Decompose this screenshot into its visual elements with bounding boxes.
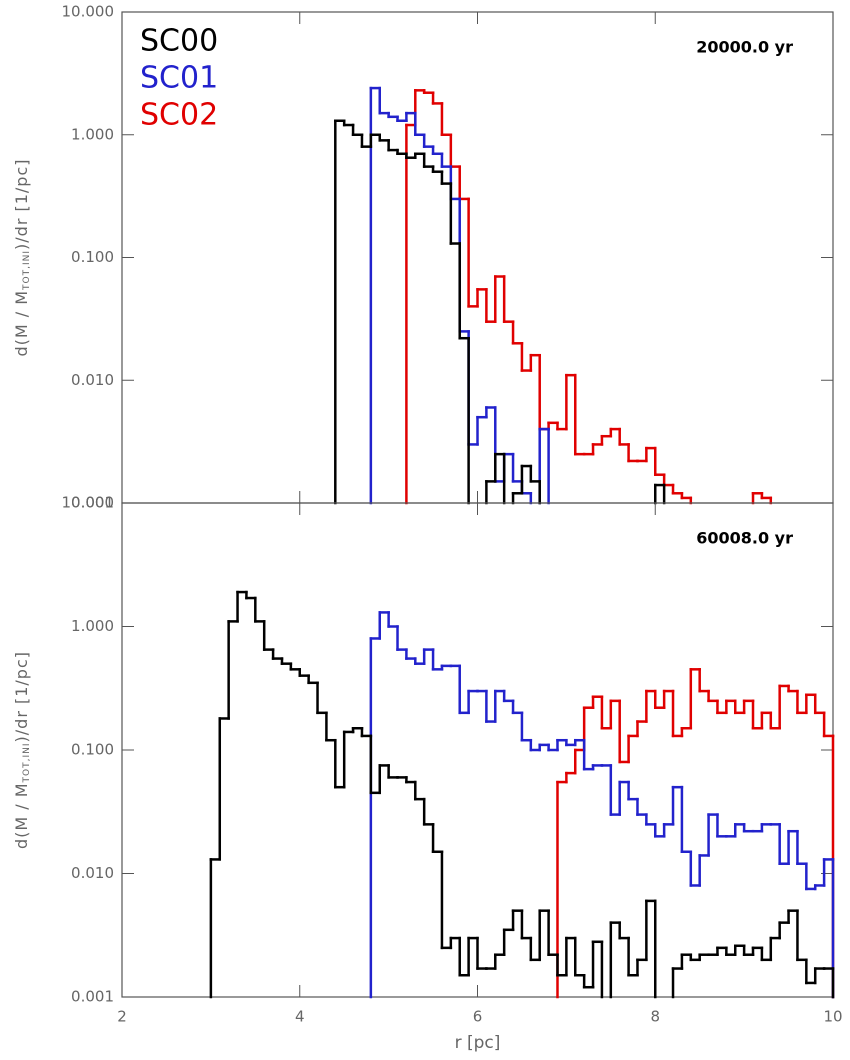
y-label-subscript: TOT,INI <box>22 742 32 783</box>
annotation: 20000.0 yr <box>696 38 793 57</box>
x-axis-label: r [pc] <box>455 1033 501 1053</box>
x-tick-label: 10 <box>823 1008 842 1026</box>
series <box>369 611 835 999</box>
y-label-part: )/dr [1/pc] <box>12 158 31 249</box>
x-tick-label: 2 <box>117 1008 127 1026</box>
y-tick-label: 0.010 <box>71 864 114 882</box>
x-tick-label: 4 <box>295 1008 305 1026</box>
series <box>209 590 835 999</box>
y-tick-label: 10.000 <box>62 3 115 21</box>
y-axis-label: d(M / MTOT,INI)/dr [1/pc] <box>12 158 32 356</box>
y-tick-label: 1.000 <box>71 125 114 143</box>
y-label-part: d(M / M <box>12 782 31 849</box>
series <box>556 668 835 999</box>
legend-label: SC01 <box>140 61 218 96</box>
y-label-subscript: TOT,INI <box>22 250 32 291</box>
y-tick-label: 1.000 <box>71 617 114 635</box>
legend-label: SC02 <box>140 98 218 133</box>
legend-label: SC00 <box>140 24 218 59</box>
series <box>334 119 666 505</box>
y-tick-label: 0.001 <box>71 494 114 512</box>
y-tick-label: 0.010 <box>71 371 114 389</box>
plot-frame <box>121 502 834 998</box>
y-tick-label: 0.001 <box>71 988 114 1006</box>
x-tick-label: 8 <box>650 1008 660 1026</box>
series <box>405 89 773 505</box>
y-label-part: d(M / M <box>12 290 31 357</box>
y-label-part: )/dr [1/pc] <box>12 651 31 742</box>
y-tick-label: 0.100 <box>71 741 114 759</box>
y-tick-label: 10.000 <box>62 494 115 512</box>
y-axis-label: d(M / MTOT,INI)/dr [1/pc] <box>12 651 32 849</box>
annotation: 60008.0 yr <box>696 529 793 548</box>
x-tick-label: 6 <box>473 1008 483 1026</box>
y-tick-label: 0.100 <box>71 248 114 266</box>
